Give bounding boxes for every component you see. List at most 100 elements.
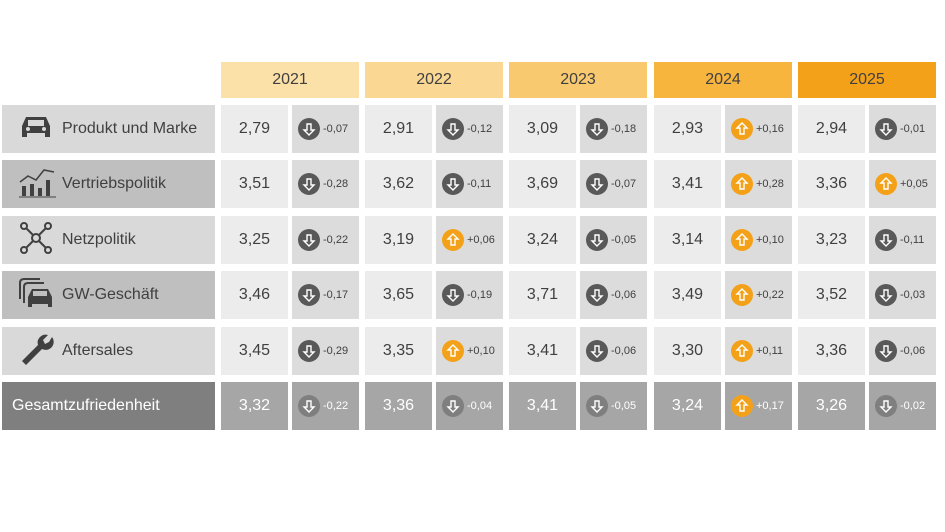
change-cell-text: -0,22 — [323, 234, 349, 246]
year-header: 2025 — [798, 62, 936, 98]
change-cell: +0,22 — [725, 271, 792, 319]
trend-arrow — [875, 340, 897, 362]
change-cell: -0,05 — [580, 216, 647, 264]
row-label: GW-Geschäft — [2, 271, 215, 319]
change-cell-text: -0,07 — [323, 123, 349, 135]
change-cell: -0,17 — [292, 271, 359, 319]
trend-arrow — [875, 229, 897, 251]
value-cell: 3,14 — [654, 216, 721, 264]
value-cell-text: 3,51 — [238, 175, 271, 192]
trend-arrow — [442, 229, 464, 251]
trend-arrow — [442, 173, 464, 195]
trend-arrow — [298, 284, 320, 306]
row-icon — [18, 331, 54, 372]
change-cell: -0,19 — [436, 271, 503, 319]
change-cell: -0,04 — [436, 382, 503, 430]
value-cell: 2,93 — [654, 105, 721, 153]
value-cell: 2,79 — [221, 105, 288, 153]
value-cell-text: 3,69 — [526, 175, 559, 192]
value-cell-text: 3,30 — [671, 342, 704, 359]
change-cell: +0,17 — [725, 382, 792, 430]
trend-arrow — [298, 340, 320, 362]
row-label-text: Vertriebspolitik — [62, 175, 167, 192]
change-cell: -0,22 — [292, 216, 359, 264]
value-cell-text: 3,32 — [238, 397, 271, 414]
trend-arrow — [586, 173, 608, 195]
value-cell-text: 2,93 — [671, 120, 704, 137]
change-cell: -0,12 — [436, 105, 503, 153]
row-label-text: Produkt und Marke — [62, 120, 198, 137]
year-header: 2023 — [509, 62, 647, 98]
change-cell-text: +0,10 — [467, 345, 495, 357]
change-cell-text: +0,28 — [756, 178, 784, 190]
trend-arrow — [731, 229, 753, 251]
value-cell: 3,23 — [798, 216, 865, 264]
value-cell: 3,49 — [654, 271, 721, 319]
row-icon — [18, 277, 56, 314]
value-cell: 3,32 — [221, 382, 288, 430]
row-label: Gesamtzufriedenheit — [2, 382, 215, 430]
trend-arrow — [298, 118, 320, 140]
year-header: 2021 — [221, 62, 359, 98]
year-header-text: 2022 — [416, 71, 452, 88]
value-cell: 3,36 — [365, 382, 432, 430]
change-cell: -0,07 — [292, 105, 359, 153]
value-cell-text: 3,09 — [526, 120, 559, 137]
change-cell: +0,10 — [436, 327, 503, 375]
value-cell: 3,35 — [365, 327, 432, 375]
value-cell: 2,94 — [798, 105, 865, 153]
value-cell-text: 3,14 — [671, 231, 704, 248]
value-cell: 3,51 — [221, 160, 288, 208]
change-cell-text: -0,17 — [323, 289, 349, 301]
value-cell: 3,52 — [798, 271, 865, 319]
change-cell-text: -0,02 — [900, 400, 926, 412]
change-cell-text: -0,12 — [467, 123, 493, 135]
value-cell-text: 3,36 — [382, 397, 415, 414]
trend-arrow — [586, 395, 608, 417]
row-label: Produkt und Marke — [2, 105, 215, 153]
value-cell: 3,25 — [221, 216, 288, 264]
trend-arrow — [875, 118, 897, 140]
value-cell-text: 3,23 — [815, 231, 848, 248]
value-cell: 3,24 — [509, 216, 576, 264]
change-cell: -0,29 — [292, 327, 359, 375]
change-cell-text: -0,06 — [900, 345, 926, 357]
value-cell: 3,65 — [365, 271, 432, 319]
value-cell-text: 3,71 — [526, 286, 559, 303]
change-cell-text: -0,07 — [611, 178, 637, 190]
year-header-text: 2025 — [849, 71, 885, 88]
change-cell: -0,02 — [869, 382, 936, 430]
value-cell-text: 3,52 — [815, 286, 848, 303]
year-header-text: 2023 — [560, 71, 596, 88]
row-label-text: Netzpolitik — [62, 231, 136, 248]
change-cell: -0,11 — [436, 160, 503, 208]
change-cell-text: -0,11 — [900, 234, 925, 246]
trend-arrow — [298, 395, 320, 417]
row-label-text: Aftersales — [62, 342, 134, 359]
value-cell-text: 3,24 — [526, 231, 559, 248]
value-cell: 3,46 — [221, 271, 288, 319]
change-cell: +0,11 — [725, 327, 792, 375]
year-header: 2022 — [365, 62, 503, 98]
value-cell: 2,91 — [365, 105, 432, 153]
change-cell-text: +0,05 — [900, 178, 928, 190]
change-cell: -0,06 — [869, 327, 936, 375]
trend-arrow — [731, 395, 753, 417]
value-cell: 3,24 — [654, 382, 721, 430]
change-cell-text: +0,17 — [756, 400, 784, 412]
trend-arrow — [731, 173, 753, 195]
value-cell: 3,71 — [509, 271, 576, 319]
trend-arrow — [586, 340, 608, 362]
row-label: Vertriebspolitik — [2, 160, 215, 208]
change-cell: +0,06 — [436, 216, 503, 264]
value-cell: 3,62 — [365, 160, 432, 208]
trend-arrow — [731, 340, 753, 362]
change-cell-text: -0,22 — [323, 400, 349, 412]
trend-arrow — [442, 284, 464, 306]
value-cell: 3,36 — [798, 160, 865, 208]
trend-arrow — [586, 229, 608, 251]
trend-arrow — [731, 118, 753, 140]
change-cell-text: -0,29 — [323, 345, 349, 357]
value-cell: 3,41 — [654, 160, 721, 208]
change-cell: +0,16 — [725, 105, 792, 153]
